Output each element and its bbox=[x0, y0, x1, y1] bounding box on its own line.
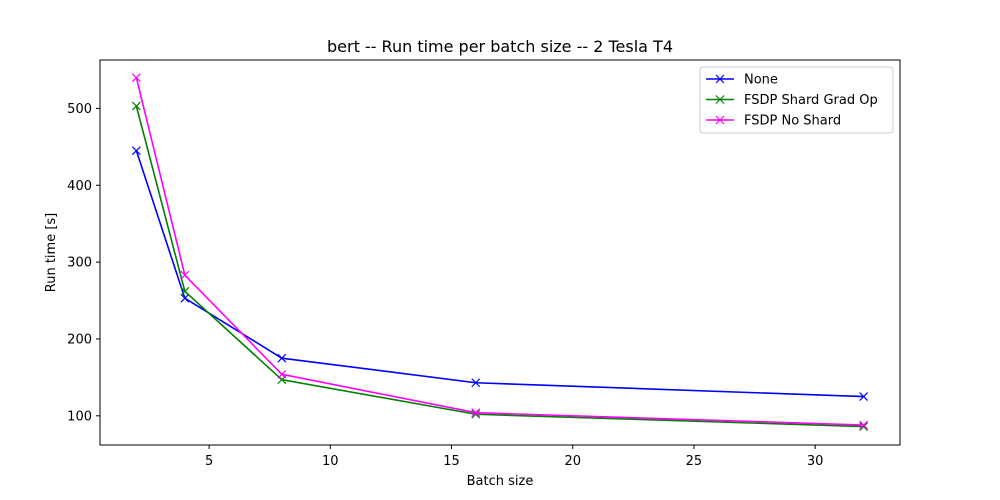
x-tick-label: 30 bbox=[807, 454, 824, 469]
legend-entry: FSDP Shard Grad Op bbox=[706, 93, 878, 108]
series-1 bbox=[131, 101, 869, 431]
legend-entry: FSDP No Shard bbox=[706, 114, 841, 129]
legend-label: FSDP No Shard bbox=[744, 114, 841, 129]
legend-marker bbox=[715, 115, 725, 125]
data-point-marker bbox=[131, 73, 141, 83]
data-point-marker bbox=[859, 420, 869, 430]
series-0 bbox=[131, 146, 869, 402]
y-tick-label: 300 bbox=[67, 256, 92, 271]
data-point-marker bbox=[277, 353, 287, 363]
data-point-marker bbox=[471, 408, 481, 418]
data-point-marker bbox=[131, 146, 141, 156]
series-layer bbox=[131, 73, 869, 431]
legend-marker bbox=[715, 74, 725, 84]
legend-label: None bbox=[744, 73, 778, 88]
data-point-marker bbox=[180, 286, 190, 296]
data-point-marker bbox=[471, 378, 481, 388]
plot-area-frame bbox=[99, 59, 901, 446]
series-2 bbox=[131, 73, 869, 430]
x-tick-label: 10 bbox=[322, 454, 339, 469]
x-tick-label: 15 bbox=[443, 454, 460, 469]
x-tick-label: 5 bbox=[205, 454, 213, 469]
legend-marker bbox=[715, 95, 725, 104]
axis-ticks: 5 10 15 20 25 30 100 200 300 400 500 bbox=[67, 102, 823, 469]
x-axis-label: Batch size bbox=[467, 474, 534, 489]
data-point-marker bbox=[859, 392, 869, 402]
y-tick-label: 200 bbox=[67, 332, 92, 347]
y-tick-label: 400 bbox=[67, 179, 92, 194]
legend-frame bbox=[699, 66, 894, 134]
x-tick-label: 20 bbox=[564, 454, 581, 469]
y-tick-label: 100 bbox=[67, 409, 92, 424]
chart-title: bert -- Run time per batch size -- 2 Tes… bbox=[327, 37, 673, 56]
data-point-marker bbox=[180, 293, 190, 303]
legend: None FSDP Shard Grad Op FSDP No Shard bbox=[699, 66, 894, 134]
data-point-marker bbox=[131, 101, 141, 111]
legend-label: FSDP Shard Grad Op bbox=[744, 93, 878, 108]
data-point-marker bbox=[180, 270, 190, 280]
data-point-marker bbox=[859, 422, 869, 431]
legend-entry: None bbox=[706, 73, 778, 88]
y-axis-label: Run time [s] bbox=[44, 213, 59, 292]
x-tick-label: 25 bbox=[686, 454, 703, 469]
data-point-marker bbox=[277, 369, 287, 379]
y-tick-label: 500 bbox=[67, 102, 92, 117]
